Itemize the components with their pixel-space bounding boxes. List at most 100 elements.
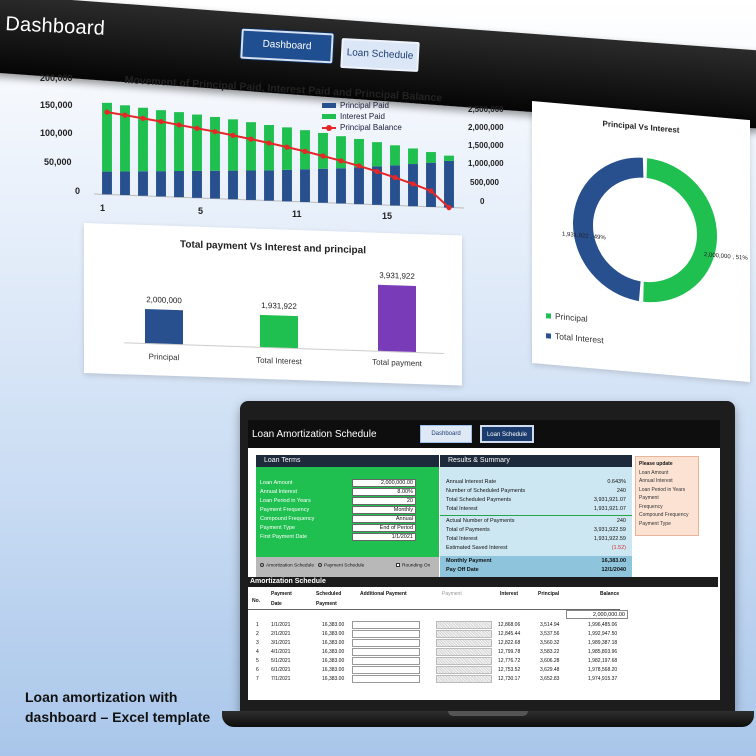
result-label: Number of Scheduled Payments	[446, 488, 526, 494]
balance-point	[194, 125, 200, 131]
bar-interest-paid	[246, 122, 256, 171]
legend-item-balance: Principal Balance	[322, 122, 402, 133]
result-label: Total of Payments	[446, 527, 490, 533]
first-payment-date-input[interactable]: 1/1/2021	[352, 533, 416, 541]
x-tick-label: 1	[100, 203, 106, 213]
cell-interest: 12,753.52	[498, 667, 521, 673]
balance-point	[320, 153, 326, 159]
additional-payment-input[interactable]	[352, 666, 420, 674]
donut-chart-plot	[573, 157, 718, 303]
category-label: Total Interest	[256, 355, 302, 367]
additional-payment-input[interactable]	[352, 639, 420, 647]
amortization-heading: Amortization Schedule	[248, 577, 718, 587]
donut-slice-interest	[573, 157, 644, 302]
col-header-actual-payment: Payment	[442, 591, 462, 597]
bar-interest-paid	[354, 138, 364, 168]
cell-scheduled: 16,383.00	[322, 631, 345, 637]
result-value: 3,931,922.59	[593, 527, 626, 533]
additional-payment-input[interactable]	[352, 648, 420, 656]
cell-scheduled: 16,383.00	[322, 658, 345, 664]
col-header-scheduled-payment: Payment	[316, 601, 337, 607]
legend-item-principal: Principal Paid	[322, 100, 402, 111]
category-label: Principal	[148, 352, 180, 363]
loan-term-label: First Payment Date	[260, 534, 308, 540]
balance-point	[266, 140, 272, 146]
additional-payment-input[interactable]	[352, 657, 420, 665]
header-divider	[248, 609, 620, 610]
schedule-options-bar: Amortization Schedule Payment Schedule R…	[256, 557, 439, 577]
result-label: Total Scheduled Payments	[446, 497, 512, 503]
loan-terms-panel: Loan Amount 2,000,000.00 Annual Interest…	[256, 467, 439, 557]
bar-value-label: 1,931,922	[261, 300, 297, 311]
result-row: Total of Payments 3,931,922.59	[446, 527, 626, 536]
payment-type-select[interactable]: End of Period	[352, 524, 416, 532]
results-divider	[440, 515, 632, 516]
y-tick-label: 100,000	[40, 128, 73, 138]
loan-term-label: Annual Interest	[260, 489, 297, 495]
total-payment-chart-title: Total payment Vs Interest and principal	[180, 239, 366, 257]
col-header-additional: Additional Payment	[360, 591, 407, 597]
balance-point	[284, 144, 290, 150]
bar-interest-paid	[120, 105, 130, 172]
result-row: Pay Off Date 12/1/2040	[446, 567, 626, 576]
annual-interest-input[interactable]: 8.00%	[352, 488, 416, 496]
category-label: Total payment	[372, 357, 422, 369]
bar-interest-paid	[426, 152, 436, 163]
bar-principal-paid	[318, 168, 328, 203]
cell-date: 4/1/2021	[271, 649, 291, 655]
bar-total-payment	[378, 284, 416, 353]
cell-principal: 3,537.56	[540, 631, 560, 637]
total-payment-chart: Total payment Vs Interest and principal …	[84, 223, 462, 386]
y2-tick-label: 1,000,000	[468, 159, 504, 168]
loan-period-input[interactable]: 20	[352, 497, 416, 505]
col-header-interest: Interest	[500, 591, 519, 597]
cell-no: 5	[256, 658, 259, 664]
additional-payment-input[interactable]	[352, 675, 420, 683]
bar-value-label: 2,000,000	[146, 295, 182, 306]
result-value: 0.643%	[607, 479, 626, 485]
legend-item-interest: Total Interest	[546, 330, 604, 345]
bar-interest-paid	[210, 116, 220, 171]
payment-frequency-select[interactable]: Monthly	[352, 506, 416, 514]
loan-amount-input[interactable]: 2,000,000.00	[352, 479, 416, 487]
amortization-schedule-radio[interactable]: Amortization Schedule	[260, 563, 314, 568]
additional-payment-input[interactable]	[352, 630, 420, 638]
radio-icon	[260, 563, 264, 567]
cell-no: 3	[256, 640, 259, 646]
dashboard-nav-button[interactable]: Dashboard	[240, 28, 334, 64]
col-header-principal: Principal	[538, 591, 560, 597]
compound-frequency-select[interactable]: Annual	[352, 515, 416, 523]
note-line: Compound Frequency	[639, 512, 689, 518]
y-tick-label: 200,000	[40, 73, 73, 83]
bar-principal-paid	[264, 170, 274, 201]
bar-principal-paid	[372, 166, 382, 205]
note-title: Please update	[639, 461, 673, 467]
result-label: Actual Number of Payments	[446, 518, 515, 524]
result-value: 3,931,921.07	[593, 497, 626, 503]
bar-principal-paid	[354, 167, 364, 205]
cell-principal: 3,560.32	[540, 640, 560, 646]
payment-schedule-radio[interactable]: Payment Schedule	[318, 563, 364, 568]
line-principal-balance	[106, 111, 450, 209]
laptop-screen: Loan Amortization Schedule Dashboard Loa…	[248, 420, 720, 700]
balance-point	[374, 168, 380, 175]
bar-principal-paid	[444, 160, 454, 208]
result-row: Total Scheduled Payments 3,931,921.07	[446, 497, 626, 506]
additional-payment-input[interactable]	[352, 621, 420, 629]
cell-scheduled: 16,383.00	[322, 640, 345, 646]
loan-schedule-nav-button[interactable]: Loan Schedule	[340, 37, 420, 73]
rounding-checkbox[interactable]: Rounding On	[396, 563, 430, 568]
bar-principal-paid	[246, 170, 256, 200]
result-row: Actual Number of Payments 240	[446, 518, 626, 527]
cell-principal: 3,629.48	[540, 667, 560, 673]
y2-tick-label: 2,000,000	[468, 123, 504, 132]
sheet-loan-schedule-button[interactable]: Loan Schedule	[480, 425, 534, 443]
legend-label: Principal Paid	[340, 101, 389, 110]
cell-scheduled: 16,383.00	[322, 667, 345, 673]
cell-principal: 3,514.94	[540, 622, 560, 628]
result-label: Total Interest	[446, 536, 478, 542]
result-label: Estimated Saved Interest	[446, 545, 508, 551]
sheet-dashboard-button[interactable]: Dashboard	[420, 425, 472, 443]
result-value: (1.52)	[611, 545, 626, 551]
bar-interest-paid	[318, 132, 328, 169]
